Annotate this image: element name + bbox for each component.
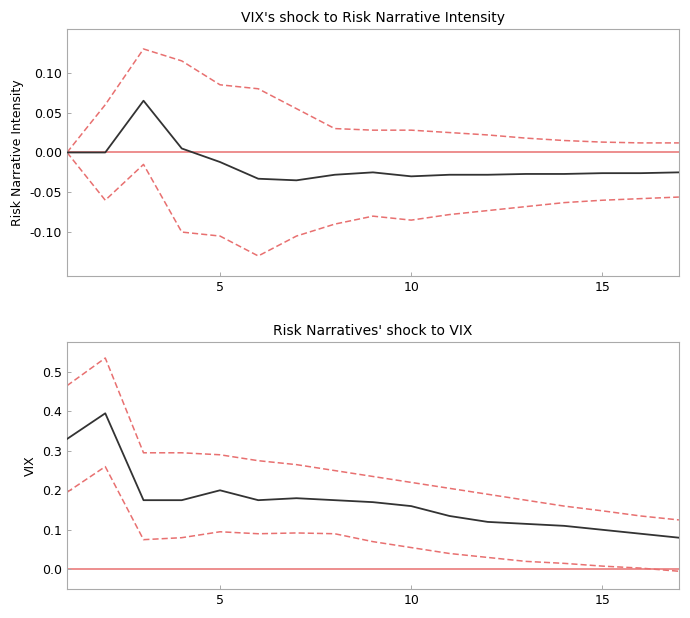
Y-axis label: VIX: VIX xyxy=(23,455,37,476)
Y-axis label: Risk Narrative Intensity: Risk Narrative Intensity xyxy=(11,79,24,226)
Title: Risk Narratives' shock to VIX: Risk Narratives' shock to VIX xyxy=(273,324,473,338)
Title: VIX's shock to Risk Narrative Intensity: VIX's shock to Risk Narrative Intensity xyxy=(241,11,505,25)
